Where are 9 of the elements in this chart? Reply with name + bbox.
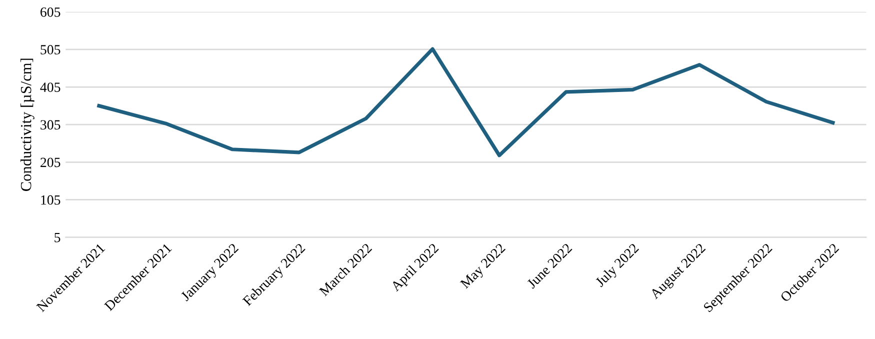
y-tick-label: 205 bbox=[40, 158, 60, 168]
y-tick-label: 305 bbox=[40, 120, 60, 130]
y-tick-label: 5 bbox=[54, 233, 60, 242]
y-tick-label: 405 bbox=[40, 82, 60, 92]
y-tick-label: 605 bbox=[40, 7, 60, 17]
y-tick-label: 505 bbox=[40, 45, 60, 54]
y-axis-title: Conductivity [µS/cm] bbox=[20, 58, 34, 191]
y-tick-label: 105 bbox=[41, 195, 60, 205]
line-series bbox=[97, 47, 835, 158]
